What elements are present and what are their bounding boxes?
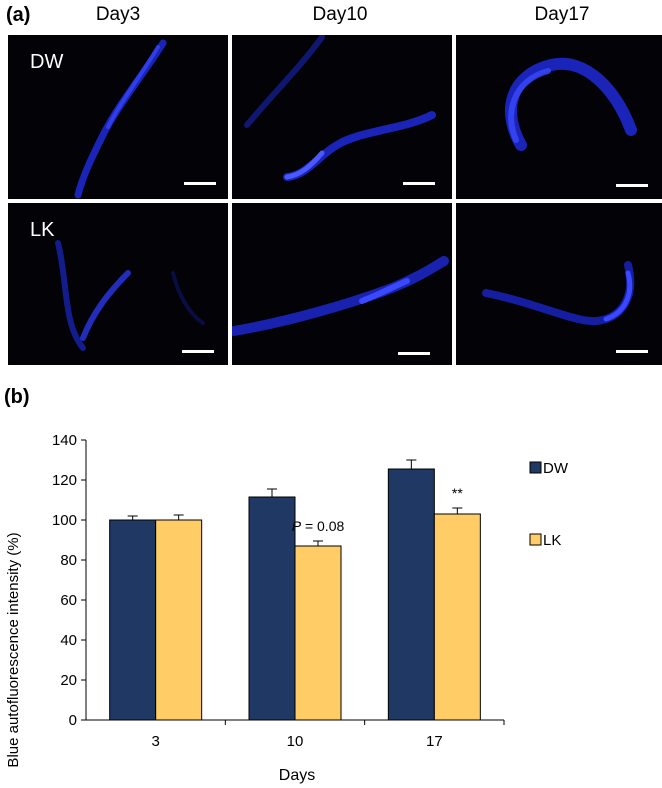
row-label-lk: LK <box>30 219 55 241</box>
bar-dw-day17 <box>387 468 435 721</box>
bar-dw-day3 <box>109 519 157 721</box>
micrograph-dw-day10 <box>232 35 452 199</box>
legend-swatch-lk <box>529 533 542 546</box>
y-tick-label: 120 <box>52 472 77 489</box>
micrograph-lk-day17 <box>456 203 662 365</box>
row-label-dw: DW <box>30 51 64 73</box>
y-tick-label: 40 <box>60 632 77 649</box>
micrograph-lk-day10 <box>232 203 452 365</box>
y-tick-label: 140 <box>52 432 77 449</box>
bar-dw-day10 <box>248 496 296 721</box>
y-tick-label: 20 <box>60 672 77 689</box>
column-header-day3: Day3 <box>95 4 141 25</box>
legend-label-lk: LK <box>543 532 561 549</box>
legend-swatch-dw <box>529 461 542 474</box>
bar-lk-day10 <box>294 545 342 721</box>
bar-lk-day17 <box>433 513 481 721</box>
x-tick-label: 10 <box>287 733 304 750</box>
bar-chart: Blue autofluorescence intensity (%) Days… <box>5 432 569 784</box>
annotation-1: ** <box>452 485 463 501</box>
micrograph-dw-day17 <box>456 35 662 199</box>
column-header-day10: Day10 <box>312 4 368 25</box>
legend-label-dw: DW <box>543 460 569 477</box>
micrograph-lk-day3: LK <box>8 203 228 365</box>
y-axis-label: Blue autofluorescence intensity (%) <box>5 532 22 767</box>
annotation-0: P = 0.08 <box>292 518 345 534</box>
micrograph-dw-day3: DW <box>8 35 228 199</box>
x-tick-label: 3 <box>151 733 159 750</box>
bar-lk-day3 <box>155 519 203 721</box>
y-tick-label: 0 <box>69 712 77 729</box>
panel-a-label: (a) <box>6 4 31 26</box>
y-tick-label: 60 <box>60 592 77 609</box>
column-header-day17: Day17 <box>534 4 590 25</box>
y-tick-label: 100 <box>52 512 77 529</box>
x-tick-label: 17 <box>426 733 443 750</box>
x-axis-label: Days <box>279 767 315 784</box>
y-tick-label: 80 <box>60 552 77 569</box>
panel-b-label: (b) <box>4 386 30 408</box>
